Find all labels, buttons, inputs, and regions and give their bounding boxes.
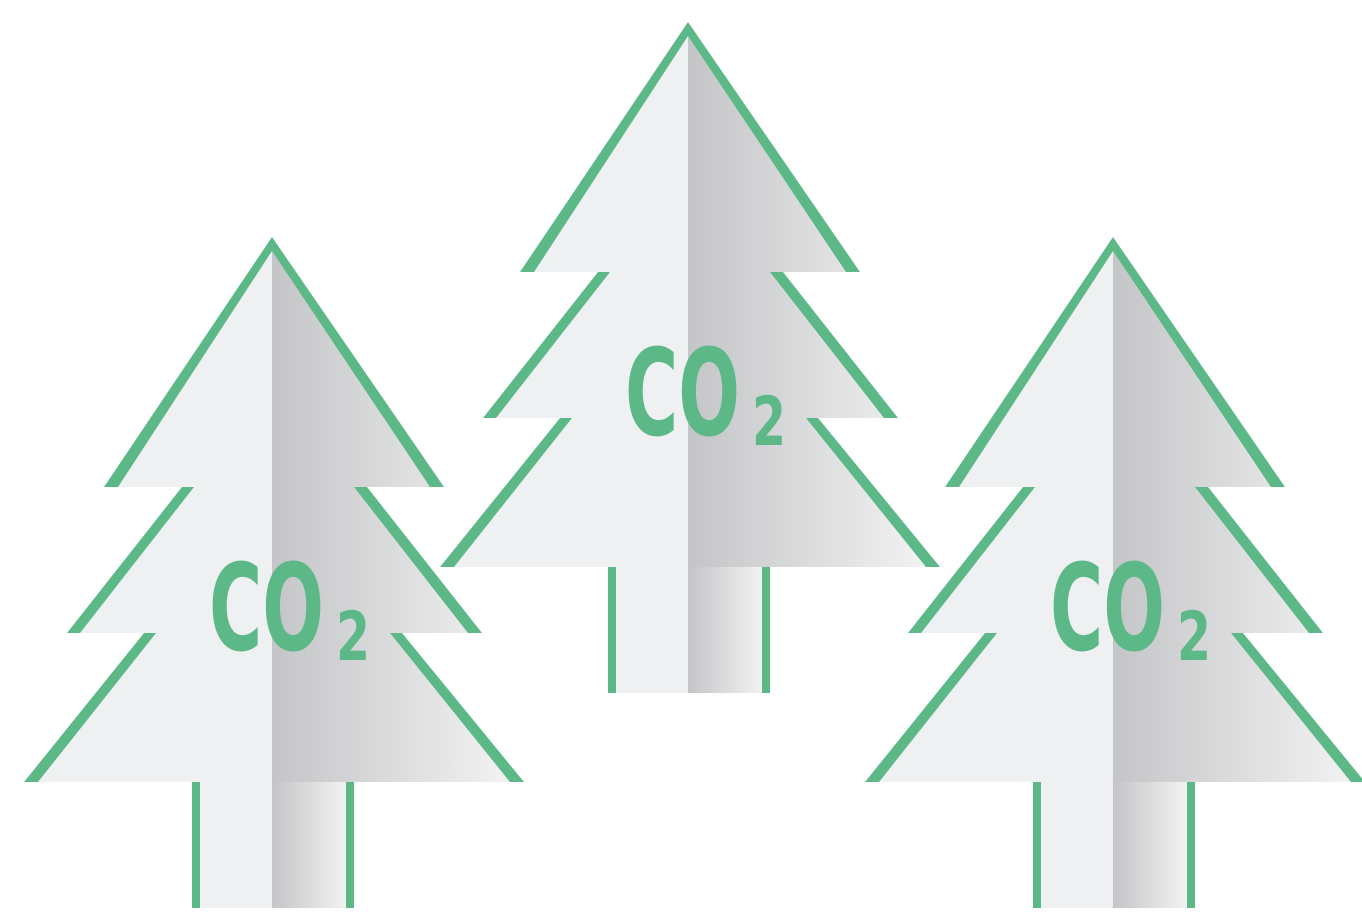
tree-right: [688, 36, 926, 567]
tree-right: [1113, 251, 1351, 782]
co-text: CO: [625, 325, 740, 464]
tree-right: [272, 251, 510, 782]
tree-left: [454, 36, 688, 567]
trunk-left: [200, 782, 272, 908]
page: CO2CO2CO2 (() => { const data = JSON.par…: [0, 0, 1362, 920]
co-subscript: 2: [336, 598, 370, 677]
trunk-left: [1041, 782, 1113, 908]
trunk-left: [616, 567, 688, 693]
tree-left: [38, 251, 272, 782]
trunk-right: [1113, 782, 1187, 908]
co-text: CO: [1050, 540, 1165, 679]
trunk-right: [688, 567, 762, 693]
trunk-right: [272, 782, 346, 908]
tree-left: [879, 251, 1113, 782]
co-text: CO: [209, 540, 324, 679]
co-subscript: 2: [1177, 598, 1211, 677]
illustration: CO2CO2CO2: [0, 0, 1362, 920]
co-subscript: 2: [752, 383, 786, 462]
